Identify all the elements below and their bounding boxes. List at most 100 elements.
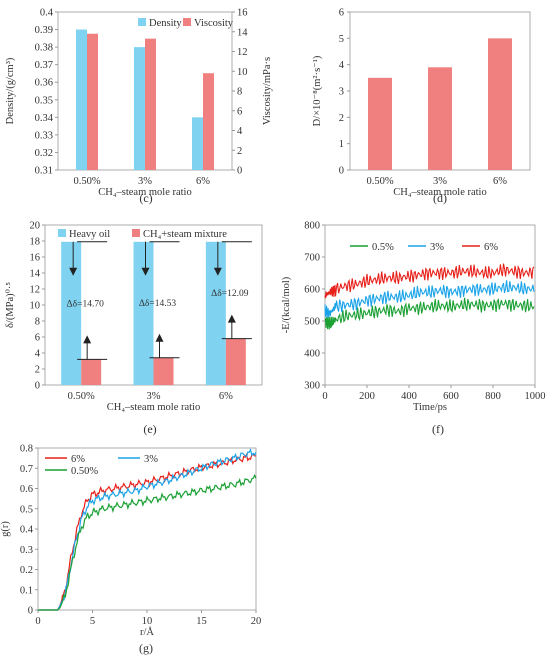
y2-tick-label: 4 — [237, 126, 243, 137]
y-axis-label: δ/(MPa)⁰·⁵ — [5, 282, 16, 328]
bar-0 — [368, 77, 392, 170]
bar-viscosity-0 — [87, 33, 98, 170]
panel-label-d: (d) — [433, 191, 447, 205]
y-tick-label: 0.33 — [35, 130, 53, 141]
bar-2 — [488, 38, 512, 171]
y-tick-label: 12 — [30, 285, 41, 296]
x-axis-label: CH₄–steam mole ratio — [393, 187, 486, 198]
legend-swatch-mixture — [132, 229, 140, 237]
panel-g: 0 0.1 0.2 0.3 0.4 0.5 0.6 0.7 0.8 0 5 10 15 20 6% 3% 0.5… — [0, 444, 261, 656]
y2-tick-label: 2 — [237, 146, 242, 157]
bar-mixture-2 — [225, 338, 246, 385]
y-tick-label: 1 — [339, 139, 344, 150]
legend-swatch-heavy-oil — [58, 229, 66, 237]
bar-viscosity-1 — [145, 38, 156, 170]
bar-density-1 — [134, 47, 145, 170]
x-tick-label: 0.50% — [68, 391, 95, 402]
y2-axis-label: Viscosity/mPa·s — [262, 57, 273, 125]
y-tick-label: 0.3 — [20, 545, 33, 556]
x-tick-label: 20 — [251, 616, 262, 627]
panel-label-e: (e) — [143, 422, 156, 436]
y-tick-label: 300 — [304, 381, 320, 392]
delta-annotation: Δδ=14.70 — [67, 300, 105, 310]
y-tick-label: 6 — [35, 333, 40, 344]
x-tick-label: 5 — [90, 616, 95, 627]
bar-mixture-1 — [153, 357, 174, 385]
y-tick-label: 3 — [339, 87, 344, 98]
x-tick-label: 600 — [443, 391, 459, 402]
x-tick-label: 400 — [401, 391, 417, 402]
y-tick-label: 700 — [304, 253, 320, 264]
x-tick-label: 3% — [147, 391, 161, 402]
bar-heavy-oil-2 — [205, 241, 226, 385]
y-tick-label: 10 — [30, 301, 41, 312]
bar-mixture-0 — [81, 359, 102, 385]
up-arrow-head — [83, 335, 92, 344]
panel-c: 0.31 0.32 0.33 0.34 0.35 0.36 0.37 0.38 0.39 0.4 0… — [5, 8, 273, 206]
x-tick-label: 0 — [35, 616, 40, 627]
bar-density-2 — [192, 117, 203, 170]
legend-label-2: 0.50% — [71, 466, 98, 477]
panel-d: 0 1 2 3 4 5 6 0.50% 3% 6% CH₄–steam mole ratio D/×1… — [312, 8, 531, 205]
y-tick-label: 6 — [339, 8, 344, 19]
legend-label-mixture: CH₄+steam mixture — [143, 229, 227, 240]
panel-label-f: (f) — [432, 422, 444, 436]
series-line-0 — [324, 297, 535, 330]
up-arrow-head — [155, 333, 164, 342]
y2-tick-label: 10 — [237, 67, 248, 78]
y-tick-label: 0.34 — [35, 113, 54, 124]
bar-viscosity-2 — [203, 73, 214, 170]
y-tick-label: 0 — [35, 381, 40, 392]
down-arrow-head — [213, 267, 222, 276]
y-tick-label: 0.31 — [35, 166, 53, 177]
panel-e: 0 2 4 6 8 10 12 14 16 18 20 Δδ=14.70 0.50% Δδ=14.53 3%… — [5, 221, 263, 436]
x-tick-label: 1000 — [525, 391, 546, 402]
x-tick-label: 800 — [485, 391, 501, 402]
y-tick-label: 0.2 — [20, 565, 33, 576]
y-tick-label: 0.36 — [35, 78, 53, 89]
legend-swatch-density — [138, 18, 146, 26]
y-tick-label: 20 — [30, 221, 41, 232]
x-tick-label: 15 — [196, 616, 207, 627]
y-axis-label: D/×10⁻⁸(m²·s⁻¹) — [312, 55, 323, 126]
y-tick-label: 500 — [304, 317, 320, 328]
y2-tick-label: 0 — [237, 166, 242, 177]
panel-f: 300 400 500 600 700 800 0 200 400 600 800 1000 0.5% 3… — [281, 221, 546, 437]
y-tick-label: 0.6 — [20, 484, 33, 495]
y-tick-label: 0.1 — [20, 585, 33, 596]
delta-annotation: Δδ=14.53 — [139, 299, 177, 309]
legend-label-density: Density — [149, 18, 182, 29]
y-tick-label: 2 — [35, 365, 40, 376]
y-tick-label: 0 — [339, 166, 344, 177]
y-tick-label: 4 — [35, 349, 41, 360]
legend-label-1: 3% — [144, 454, 158, 465]
x-axis-label: Time/ps — [413, 402, 447, 413]
x-tick-label: 0.50% — [366, 176, 393, 187]
y-tick-label: 0.38 — [35, 43, 53, 54]
y-tick-label: 800 — [304, 221, 320, 232]
y-tick-label: 4 — [339, 60, 345, 71]
x-tick-label: 3% — [138, 176, 152, 187]
series-line-2 — [324, 263, 535, 299]
y-tick-label: 0.8 — [20, 444, 33, 455]
x-tick-label: 10 — [142, 616, 153, 627]
series-line-1 — [324, 280, 535, 318]
legend-label-2: 6% — [484, 242, 498, 253]
x-tick-label: 6% — [196, 176, 210, 187]
x-tick-label: 0.50% — [73, 176, 100, 187]
y2-tick-label: 6 — [237, 106, 242, 117]
bar-1 — [428, 67, 452, 170]
legend-label-heavy-oil: Heavy oil — [69, 229, 110, 240]
y-tick-label: 0.39 — [35, 25, 53, 36]
y-tick-label: 600 — [304, 285, 320, 296]
legend-label-1: 3% — [430, 242, 444, 253]
down-arrow-head — [141, 267, 150, 276]
x-axis-label: CH₄–steam mole ratio — [107, 402, 200, 413]
down-arrow-head — [69, 267, 78, 276]
up-arrow-head — [227, 314, 236, 323]
y-tick-label: 0.5 — [20, 504, 33, 515]
series-line-0 — [38, 453, 257, 611]
bar-heavy-oil-0 — [61, 241, 82, 385]
y-axis-label: -E/(kcal/mol) — [281, 276, 292, 333]
y-tick-label: 18 — [30, 237, 41, 248]
